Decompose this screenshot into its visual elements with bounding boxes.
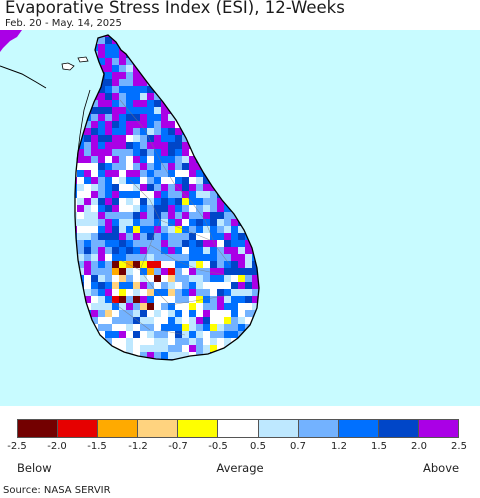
legend-swatch-6: [218, 420, 259, 437]
above-label: Above: [423, 461, 460, 475]
legend-tick: -1.2: [128, 441, 148, 452]
legend-swatch-10: [378, 420, 419, 437]
legend-tick: 1.2: [331, 441, 347, 452]
ocean: [0, 30, 480, 406]
legend-tick: 2.0: [411, 441, 427, 452]
island-coastline: [74, 34, 260, 361]
legend-swatch-3: [98, 420, 139, 437]
date-range: Feb. 20 - May. 14, 2025: [5, 18, 122, 29]
map-canvas: [0, 30, 480, 406]
esi-legend-bar: [17, 419, 459, 438]
source-credit: Source: NASA SERVIR: [3, 485, 111, 496]
below-label: Below: [17, 461, 52, 475]
legend-tick: -0.5: [208, 441, 228, 452]
legend-swatch-5: [178, 420, 219, 437]
map-title: Evaporative Stress Index (ESI), 12-Weeks: [5, 0, 345, 17]
india-tip-land: [0, 30, 22, 52]
india-coastline: [0, 65, 47, 89]
jaffna-islands: [61, 56, 89, 71]
legend-tick: -2.5: [7, 441, 27, 452]
legend-swatch-4: [138, 420, 179, 437]
legend-tick: -1.5: [87, 441, 107, 452]
legend-tick: 0.7: [290, 441, 306, 452]
legend-tick: 1.5: [371, 441, 387, 452]
legend-swatch-11: [418, 420, 459, 437]
legend-tick: -0.7: [168, 441, 188, 452]
province-boundaries: [109, 99, 231, 336]
legend-swatch-2: [58, 420, 99, 437]
legend-swatch-7: [258, 420, 299, 437]
legend-swatch-1: [18, 420, 59, 437]
legend-tick: 0.5: [250, 441, 266, 452]
average-label: Average: [216, 461, 264, 475]
legend-ticks: -2.5 -2.0 -1.5 -1.2 -0.7 -0.5 0.5 0.7 1.…: [0, 441, 480, 455]
legend-tick: -2.0: [47, 441, 67, 452]
header: Evaporative Stress Index (ESI), 12-Weeks…: [0, 0, 480, 30]
legend-swatch-9: [338, 420, 379, 437]
legend-swatch-8: [298, 420, 339, 437]
mannar-coast: [76, 89, 91, 161]
esi-map: [0, 30, 480, 406]
legend-tick: 2.5: [451, 441, 467, 452]
